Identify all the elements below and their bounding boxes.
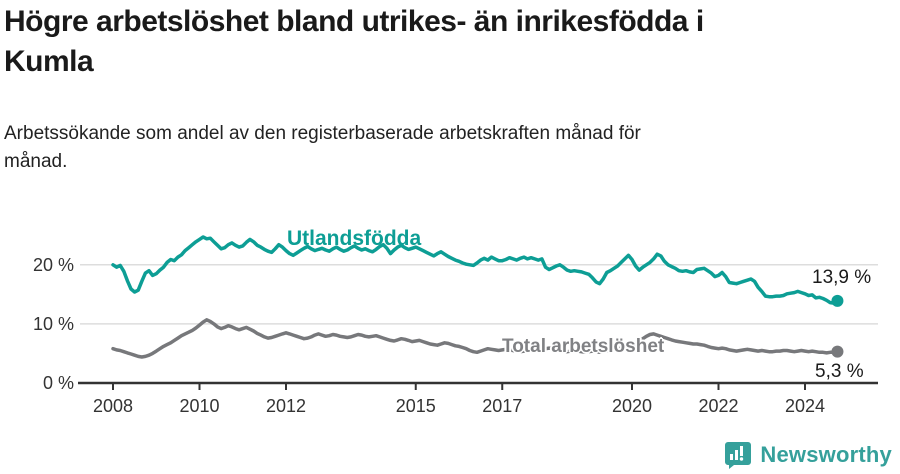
y-tick-label-20: 20 % [33,255,74,275]
logo-exclamation-dot [740,457,744,461]
series-end-dot-1 [831,345,844,358]
series-label-utlandsfodda: Utlandsfödda [287,227,422,250]
x-tick-label-2022: 2022 [698,396,738,416]
x-tick-label-2017: 2017 [482,396,522,416]
brand-text: Newsworthy [760,442,892,467]
title-line-1: Högre arbetslöshet bland utrikes- än inr… [4,5,704,38]
x-tick-label-2008: 2008 [93,396,133,416]
chart-subtitle: Arbetssökande som andel av den registerb… [4,120,641,176]
series-line-1 [111,318,840,359]
x-tick-label-2024: 2024 [785,396,825,416]
logo-exclamation-bar [740,446,744,456]
end-value-label-total: 5,3 % [815,361,864,382]
series-label-total-arbetsloshet: Total arbetslöshet [502,336,665,357]
y-tick-label-10: 10 % [33,314,74,334]
newsworthy-logo-icon [725,442,752,469]
x-tick-label-2010: 2010 [179,396,219,416]
end-value-label-utlandsfodda: 13,9 % [812,267,872,288]
series-end-dot-0 [831,294,844,307]
x-tick-label-2015: 2015 [396,396,436,416]
x-tick-label-2012: 2012 [266,396,306,416]
logo-bar-2 [735,450,739,460]
logo-bar-1 [730,454,734,460]
subtitle-line-2: månad. [4,151,68,172]
newsworthy-logo[interactable]: Newsworthy [723,440,892,470]
page-title: Högre arbetslöshet bland utrikes- än inr… [4,2,704,82]
y-tick-label-0: 0 % [43,373,74,393]
title-line-2: Kumla [4,45,94,78]
series-line-0 [111,235,840,305]
x-tick-label-2020: 2020 [612,396,652,416]
subtitle-line-1: Arbetssökande som andel av den registerb… [4,123,641,144]
